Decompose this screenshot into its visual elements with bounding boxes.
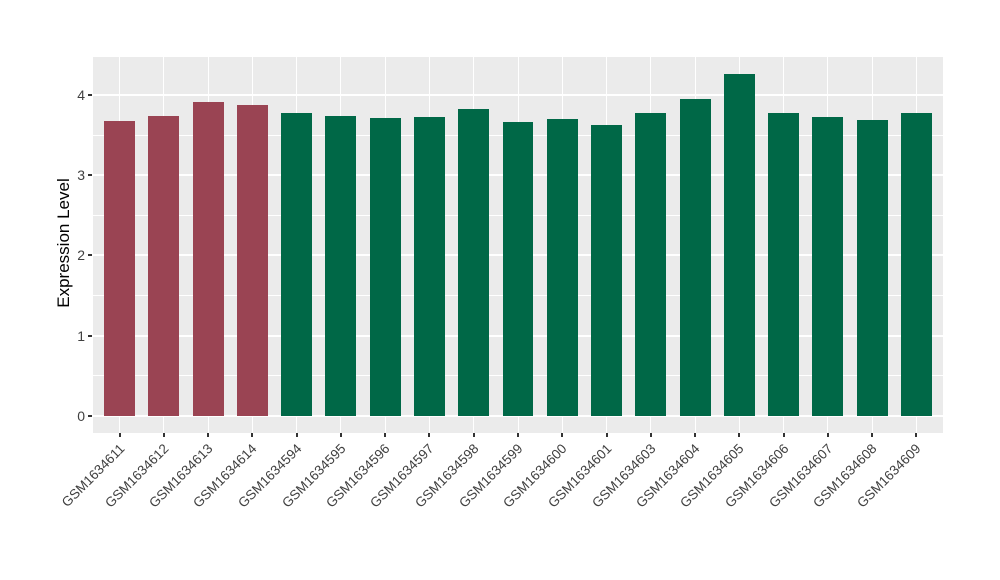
bar-GSM1634611 <box>104 121 136 416</box>
bar-GSM1634596 <box>369 118 401 416</box>
y-tick-label: 1 <box>77 327 85 344</box>
y-tick-label: 0 <box>77 407 85 424</box>
x-tick-mark <box>428 433 431 437</box>
bar-GSM1634603 <box>635 113 667 416</box>
x-tick-mark <box>207 433 210 437</box>
bar-GSM1634594 <box>281 113 313 416</box>
x-tick-mark <box>472 433 475 437</box>
y-tick-label: 4 <box>77 86 85 103</box>
bar-GSM1634614 <box>236 105 268 416</box>
y-tick-mark <box>88 414 92 417</box>
bar-GSM1634600 <box>546 119 578 416</box>
y-axis-title: Expression Level <box>54 178 73 308</box>
x-tick-mark <box>295 433 298 437</box>
x-tick-mark <box>782 433 785 437</box>
x-tick-mark <box>251 433 254 437</box>
bar-GSM1634613 <box>192 102 224 416</box>
bar-GSM1634605 <box>723 74 755 416</box>
x-tick-mark <box>339 433 342 437</box>
bar-GSM1634607 <box>812 117 844 416</box>
y-tick-mark <box>88 254 92 257</box>
x-tick-mark <box>871 433 874 437</box>
bar-GSM1634604 <box>679 98 711 416</box>
y-tick-label: 3 <box>77 167 85 184</box>
x-tick-mark <box>826 433 829 437</box>
x-tick-mark <box>694 433 697 437</box>
bar-GSM1634598 <box>458 109 490 416</box>
y-tick-mark <box>88 334 92 337</box>
bar-GSM1634606 <box>768 113 800 416</box>
x-tick-mark <box>162 433 165 437</box>
y-tick-mark <box>88 93 92 96</box>
x-tick-mark <box>561 433 564 437</box>
bar-GSM1634608 <box>856 119 888 416</box>
y-tick-mark <box>88 174 92 177</box>
bar-GSM1634597 <box>413 117 445 416</box>
y-tick-label: 2 <box>77 247 85 264</box>
bar-GSM1634601 <box>591 124 623 416</box>
x-tick-mark <box>118 433 121 437</box>
x-tick-mark <box>915 433 918 437</box>
x-tick-mark <box>384 433 387 437</box>
x-tick-mark <box>649 433 652 437</box>
plot-panel <box>93 57 943 433</box>
x-tick-mark <box>738 433 741 437</box>
x-tick-mark <box>605 433 608 437</box>
bar-GSM1634595 <box>325 115 357 416</box>
bar-GSM1634599 <box>502 122 534 416</box>
bar-GSM1634609 <box>900 113 932 416</box>
x-tick-mark <box>517 433 519 437</box>
x-tick-label: GSM1634609 <box>854 441 925 511</box>
bar-GSM1634612 <box>148 115 180 416</box>
